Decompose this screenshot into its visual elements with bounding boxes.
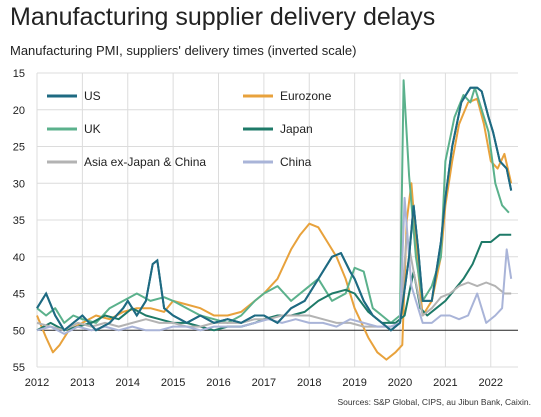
x-tick-label: 2015 [161,377,185,389]
y-tick-label: 55 [13,362,25,374]
series-lines [36,79,513,361]
x-tick-label: 2012 [25,377,49,389]
legend-label-0: US [84,89,101,103]
series-line-0-top [36,86,513,332]
x-tick-label: 2018 [297,377,321,389]
y-tick-label: 20 [13,105,25,117]
x-tick-label: 2020 [388,377,412,389]
x-tick-label: 2016 [206,377,230,389]
x-tick-label: 2022 [479,377,503,389]
y-tick-label: 50 [13,325,25,337]
series-line-3 [36,233,512,332]
y-tick-label: 40 [13,252,25,264]
series-line-4 [36,233,512,332]
series-line-5 [36,196,513,335]
y-tick-label: 35 [13,215,25,227]
x-tick-label: 2021 [433,377,457,389]
legend-label-1: Eurozone [280,89,332,103]
series-line-2 [36,79,510,324]
y-tick-label: 30 [13,178,25,190]
series-line-1 [36,97,513,361]
legend-label-5: China [280,155,312,169]
x-tick-label: 2013 [70,377,94,389]
chart-title: Manufacturing supplier delivery delays [10,3,436,31]
x-tick-label: 2019 [342,377,366,389]
chart-subtitle: Manufacturing PMI, suppliers' delivery t… [10,43,357,58]
legend-label-3: Japan [280,122,313,136]
legend: US Eurozone UK Japan Asia ex-Japan & China Ch… [47,89,332,169]
source-note: Sources: S&P Global, CIPS, au Jibun Bank… [337,397,531,407]
x-tick-label: 2014 [116,377,140,389]
x-tick-label: 2017 [252,377,276,389]
y-tick-label: 15 [13,68,25,80]
legend-label-2: UK [84,122,101,136]
legend-label-4: Asia ex-Japan & China [84,155,206,169]
y-tick-label: 45 [13,289,25,301]
y-tick-label: 25 [13,142,25,154]
